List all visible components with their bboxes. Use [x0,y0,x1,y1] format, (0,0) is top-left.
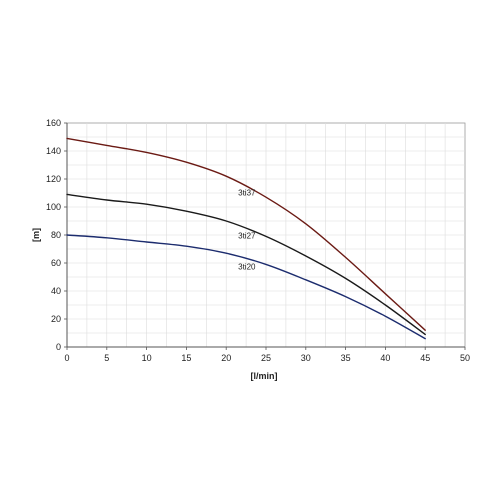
series-lines [66,137,426,340]
x-tick-label: 40 [380,353,390,363]
series-label-3ti37: 3ti37 [238,189,256,198]
x-tick-label: 30 [301,353,311,363]
x-tick-label: 0 [64,353,69,363]
x-tick-label: 25 [261,353,271,363]
x-tick-label: 45 [420,353,430,363]
series-line-3ti27 [66,193,426,336]
series-label-3ti27: 3ti27 [238,232,256,241]
y-tick-label: 80 [51,230,61,240]
y-tick-label: 100 [46,202,61,212]
y-tick-labels: 0 20 40 60 80 100 120 140 160 [46,118,67,352]
x-tick-label: 10 [142,353,152,363]
y-tick-label: 40 [51,286,61,296]
series-line-3ti37 [66,137,426,331]
y-tick-label: 20 [51,314,61,324]
y-tick-label: 0 [56,342,61,352]
x-tick-label: 15 [181,353,191,363]
y-axis-label: [m] [31,228,41,242]
x-tick-label: 5 [104,353,109,363]
x-axis-label: [l/min] [251,371,278,381]
x-tick-labels: 0 5 10 15 20 25 30 35 40 45 50 [64,347,470,363]
y-tick-label: 60 [51,258,61,268]
gridlines [67,123,465,347]
series-line-3ti20 [66,234,426,340]
x-tick-label: 20 [221,353,231,363]
y-tick-label: 160 [46,118,61,128]
x-tick-label: 35 [341,353,351,363]
y-tick-label: 120 [46,174,61,184]
x-tick-label: 50 [460,353,470,363]
series-label-3ti20: 3ti20 [238,263,256,272]
y-tick-label: 140 [46,146,61,156]
series-labels: 3ti37 3ti27 3ti20 [238,189,256,272]
